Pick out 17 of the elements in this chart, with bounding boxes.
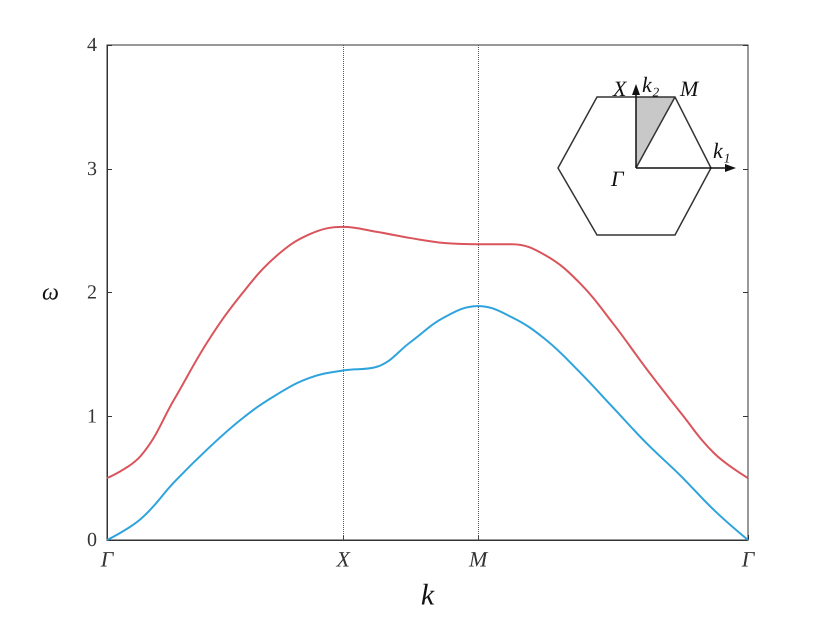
annotation: X (612, 76, 628, 101)
line-series (106, 226, 749, 480)
annotation: k₁ (713, 138, 730, 163)
x-tick-label: X (335, 546, 352, 572)
annotation: k₂ (642, 72, 660, 97)
y-tick-label: 1 (87, 405, 97, 428)
y-tick-label: 0 (87, 529, 97, 551)
y-tick-label: 2 (87, 282, 97, 304)
y-axis-title: ω (42, 280, 59, 306)
x-tick-label: Γ (100, 546, 115, 572)
y-tick-label: 4 (87, 34, 97, 56)
x-axis-title: k (420, 578, 435, 612)
x-tick-label: Γ (740, 546, 756, 572)
annotation: M (679, 76, 700, 101)
annotation: Γ (610, 166, 625, 191)
y-tick-label: 3 (87, 158, 97, 180)
x-tick-label: M (468, 546, 489, 572)
